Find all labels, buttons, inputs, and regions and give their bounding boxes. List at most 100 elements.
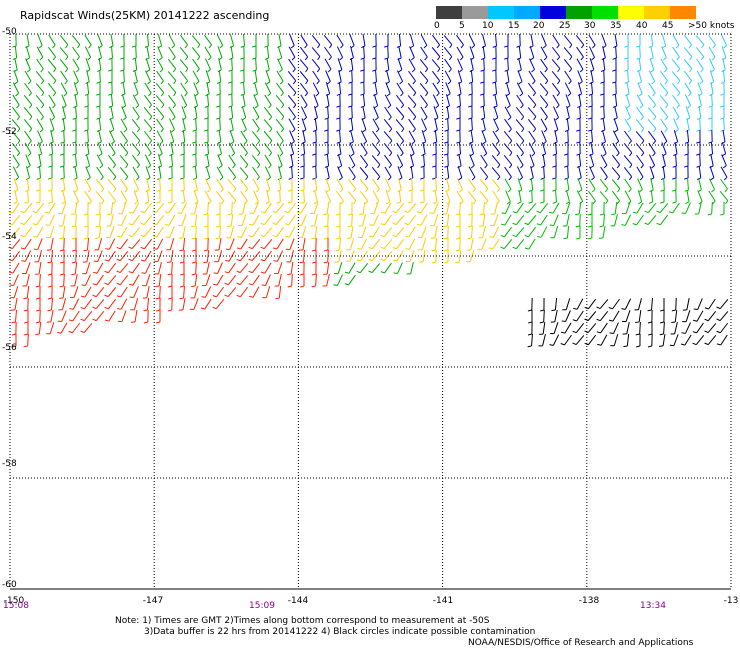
wind-barb bbox=[684, 94, 692, 106]
wind-barb bbox=[639, 45, 641, 59]
wind-barb bbox=[674, 322, 678, 334]
wind-barb bbox=[564, 322, 572, 334]
wind-barb-flag bbox=[208, 56, 212, 61]
wind-barb-flag bbox=[280, 140, 284, 145]
wind-barb bbox=[491, 167, 501, 177]
wind-barb bbox=[530, 177, 534, 191]
wind-barb-flag bbox=[215, 225, 221, 228]
lon-label: -13 bbox=[723, 596, 739, 606]
wind-barb bbox=[253, 190, 259, 202]
wind-barb-flag bbox=[59, 273, 65, 276]
wind-barb bbox=[180, 82, 188, 94]
wind-barb bbox=[651, 297, 653, 311]
wind-barb-flag bbox=[435, 104, 440, 109]
wind-barb bbox=[699, 117, 701, 131]
wind-barb-flag bbox=[599, 213, 605, 216]
wind-barb-flag bbox=[29, 116, 33, 121]
wind-barb-flag bbox=[136, 176, 140, 181]
wind-barb bbox=[577, 178, 583, 190]
wind-barb bbox=[518, 58, 522, 70]
wind-barb-flag bbox=[120, 57, 125, 60]
wind-barb-flag bbox=[433, 201, 438, 205]
wind-barb-flag bbox=[651, 165, 655, 169]
wind-barb-flag bbox=[627, 128, 632, 133]
wind-barb-flag bbox=[701, 44, 705, 49]
wind-barb bbox=[600, 334, 608, 346]
wind-barb-flag bbox=[197, 44, 201, 49]
wind-barb-flag bbox=[97, 57, 102, 61]
wind-barb bbox=[254, 69, 258, 83]
wind-barb-flag bbox=[404, 222, 409, 226]
wind-barb-flag bbox=[616, 152, 620, 157]
wind-barb bbox=[419, 83, 429, 93]
wind-barb-flag bbox=[24, 201, 29, 204]
wind-barb bbox=[420, 94, 428, 106]
wind-barb bbox=[228, 142, 236, 154]
wind-barb-flag bbox=[208, 44, 212, 49]
wind-barb bbox=[239, 263, 249, 273]
wind-barb bbox=[339, 129, 341, 143]
wind-barb-flag bbox=[20, 247, 25, 250]
wind-barb-flag bbox=[144, 201, 149, 204]
wind-barb-flag bbox=[552, 201, 557, 204]
wind-barb-flag bbox=[671, 309, 676, 312]
wind-barb bbox=[384, 94, 392, 106]
wind-barb-flag bbox=[577, 93, 582, 97]
wind-barb bbox=[315, 273, 317, 287]
wind-barb bbox=[193, 190, 199, 202]
wind-barb bbox=[299, 71, 309, 81]
wind-barb-flag bbox=[532, 140, 536, 145]
wind-barb-flag bbox=[389, 152, 393, 157]
wind-barb-flag bbox=[128, 234, 133, 238]
wind-barb bbox=[265, 274, 271, 286]
wind-barb-flag bbox=[592, 200, 596, 205]
wind-barb bbox=[131, 118, 141, 130]
wind-barb bbox=[120, 178, 128, 190]
wind-barb bbox=[338, 81, 342, 95]
wind-barb-flag bbox=[677, 80, 681, 85]
wind-barb-flag bbox=[689, 68, 693, 73]
wind-barb-flag bbox=[112, 200, 117, 205]
wind-barb bbox=[182, 189, 186, 203]
wind-barb-flag bbox=[228, 81, 233, 84]
wind-barb bbox=[470, 225, 474, 239]
wind-barb bbox=[167, 58, 177, 70]
wind-barb-flag bbox=[267, 177, 271, 181]
wind-barb bbox=[362, 93, 366, 107]
wind-barb-flag bbox=[87, 188, 92, 193]
wind-barb-flag bbox=[65, 56, 69, 61]
wind-barb-flag bbox=[224, 282, 229, 286]
wind-barb bbox=[492, 190, 500, 202]
wind-barb bbox=[60, 322, 68, 334]
wind-barb-flag bbox=[164, 211, 169, 214]
wind-barb bbox=[482, 118, 486, 130]
wind-barb-flag bbox=[157, 165, 162, 169]
wind-barb-flag bbox=[651, 81, 655, 85]
wind-barb-flag bbox=[184, 44, 188, 49]
wind-barb bbox=[563, 47, 573, 57]
wind-barb bbox=[159, 285, 161, 299]
wind-barb-flag bbox=[140, 222, 145, 226]
wind-barb bbox=[119, 167, 129, 177]
wind-barb bbox=[443, 46, 453, 58]
wind-barb-flag bbox=[21, 260, 26, 262]
wind-barb bbox=[599, 310, 609, 322]
wind-barb bbox=[240, 190, 248, 202]
wind-barb bbox=[518, 190, 522, 202]
wind-barb-flag bbox=[101, 200, 105, 205]
wind-barb bbox=[227, 274, 237, 286]
wind-barb-flag bbox=[220, 200, 225, 205]
wind-barb-flag bbox=[287, 273, 292, 275]
wind-barb bbox=[156, 118, 164, 130]
wind-barb bbox=[671, 58, 681, 70]
wind-barb bbox=[647, 130, 657, 142]
map-title: Rapidscat Winds(25KM) 20141222 ascending bbox=[20, 9, 270, 22]
wind-barb-flag bbox=[420, 177, 425, 180]
wind-barb bbox=[576, 46, 584, 58]
wind-barb bbox=[398, 189, 402, 203]
wind-barb bbox=[360, 238, 368, 250]
wind-barb bbox=[650, 33, 654, 47]
wind-barb bbox=[565, 310, 571, 322]
wind-barb bbox=[420, 106, 428, 118]
wind-barb bbox=[348, 274, 356, 286]
